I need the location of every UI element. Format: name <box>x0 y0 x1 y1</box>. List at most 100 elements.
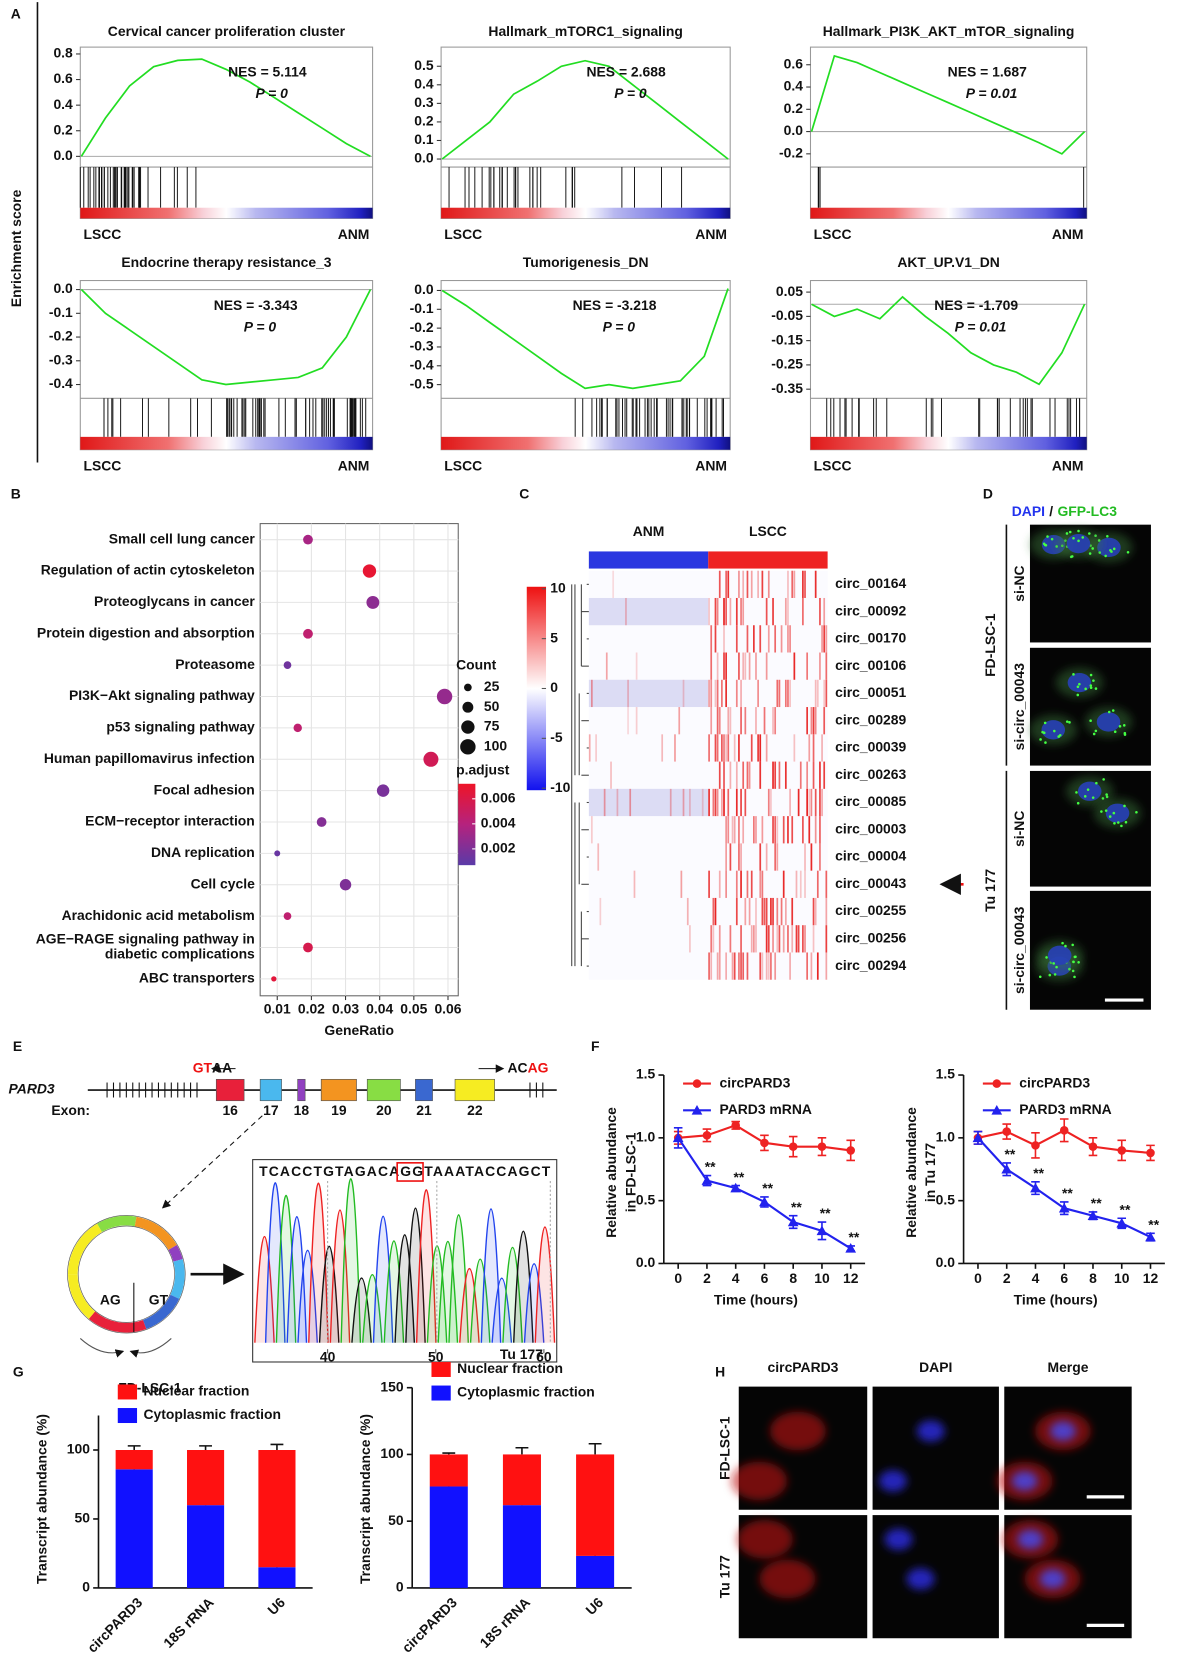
heatmap-cell <box>735 870 738 898</box>
rank-colorbar <box>441 207 731 219</box>
puncta <box>1043 721 1047 725</box>
plot-title: AKT_UP.V1_DN <box>897 254 1000 270</box>
puncta <box>1104 809 1108 812</box>
heatmap-cell <box>782 816 785 844</box>
row-label: circ_00164 <box>835 575 906 591</box>
panel-letter: G <box>13 1363 24 1379</box>
group-label: LSCC <box>749 523 787 539</box>
heatmap-cell <box>590 679 593 708</box>
category-label: ABC transporters <box>139 970 255 986</box>
heatmap-cell <box>733 952 736 980</box>
rank-colorbar <box>80 207 373 219</box>
heatmap-cell <box>810 788 813 817</box>
heatmap-cell <box>772 761 774 789</box>
heatmap-cell <box>763 707 766 735</box>
heatmap-cell <box>727 707 730 735</box>
heatmap-cell <box>784 679 787 708</box>
y-tick-label: -0.1 <box>49 304 73 320</box>
y-tick-label: 0.0 <box>53 280 73 296</box>
heatmap-cell <box>819 816 821 844</box>
heatmap-cell <box>806 652 809 680</box>
cell-line-label: Tu 177 <box>982 869 998 912</box>
heatmap-cell <box>740 870 742 898</box>
heatmap-cell <box>731 816 734 844</box>
legend-label: 25 <box>484 678 500 694</box>
marker <box>672 1132 684 1143</box>
heatmap-cell <box>789 679 791 708</box>
heatmap-cell <box>755 816 757 844</box>
bar-segment <box>502 1454 541 1506</box>
marker <box>759 1196 770 1207</box>
legend-dot <box>461 720 475 734</box>
heatmap-cell <box>791 925 794 953</box>
heatmap-cell <box>738 734 740 762</box>
heatmap-cell <box>723 625 725 653</box>
heatmap-cell <box>735 897 738 926</box>
treatment-label: si-circ_00043 <box>1011 663 1027 751</box>
y-tick-label: -0.5 <box>410 375 434 391</box>
bar-segment <box>429 1486 468 1588</box>
y-tick-label: 150 <box>380 1378 403 1394</box>
trace-peak <box>469 1258 491 1343</box>
heatmap-cell <box>825 952 828 980</box>
x-tick-label: 18S rRNA <box>160 1594 217 1651</box>
heatmap-cell <box>735 625 738 653</box>
heatmap-cell <box>767 952 770 980</box>
trace-tick-label: 40 <box>320 1348 336 1364</box>
legend-swatch <box>431 1385 451 1401</box>
heatmap-cell <box>770 952 772 980</box>
y-tick-label: 1.0 <box>636 1129 656 1145</box>
heatmap-cell <box>793 652 796 680</box>
heatmap-cell <box>710 652 713 680</box>
trace-tick-label: 60 <box>536 1348 552 1364</box>
heatmap-cell <box>804 570 806 598</box>
heatmap-cell <box>729 925 732 953</box>
heatmap-cell <box>725 570 727 598</box>
heatmap-cell <box>729 761 732 789</box>
group-bar <box>588 551 709 569</box>
puncta <box>1123 804 1126 808</box>
y-tick-label: 0.5 <box>636 1191 656 1207</box>
heatmap-cell <box>759 952 762 980</box>
heatmap-cell <box>791 570 794 598</box>
puncta <box>1112 811 1116 815</box>
puncta <box>1112 547 1116 551</box>
row-label: circ_00106 <box>835 657 906 673</box>
y-tick-label: 0.05 <box>776 283 803 299</box>
trace-peak <box>513 1230 534 1343</box>
heatmap-cell <box>789 788 791 817</box>
trace-peak <box>534 1226 556 1343</box>
heatmap-cell <box>823 625 826 653</box>
heatmap-cell <box>603 788 606 817</box>
puncta <box>1084 687 1087 691</box>
heatmap-cell <box>806 707 809 735</box>
x-tick-label: 12 <box>1143 1270 1159 1286</box>
category-label: Proteasome <box>175 656 255 672</box>
plot-title: Cervical cancer proliferation cluster <box>108 23 346 39</box>
puncta <box>1070 555 1074 558</box>
heatmap-cell <box>731 952 734 980</box>
category-label: DNA replication <box>151 844 255 860</box>
marker <box>846 1146 855 1155</box>
heatmap-cell <box>757 679 759 708</box>
trace-peak <box>491 1277 513 1343</box>
puncta <box>1117 821 1120 824</box>
error-bar <box>127 1445 141 1451</box>
column-label: Merge <box>1047 1359 1088 1375</box>
plot-title: Hallmark_PI3K_AKT_mTOR_signaling <box>823 23 1075 39</box>
category-label: AGE−RAGE signaling pathway in <box>36 931 255 947</box>
heatmap-cell <box>772 597 774 626</box>
nes-text: NES = -3.218 <box>573 297 657 313</box>
p-text: P = 0.01 <box>955 318 1007 334</box>
puncta <box>1092 732 1096 736</box>
heatmap-cell <box>750 570 753 598</box>
y-tick-label: 1.0 <box>936 1129 956 1145</box>
puncta <box>1058 733 1062 737</box>
treatment-label: si-circ_00043 <box>1011 906 1027 994</box>
category-label: Cell cycle <box>191 875 255 891</box>
heatmap-cell <box>787 570 789 598</box>
group-label: LSCC <box>814 458 852 474</box>
heatmap-cell <box>627 679 629 708</box>
heatmap-cell <box>776 925 779 953</box>
